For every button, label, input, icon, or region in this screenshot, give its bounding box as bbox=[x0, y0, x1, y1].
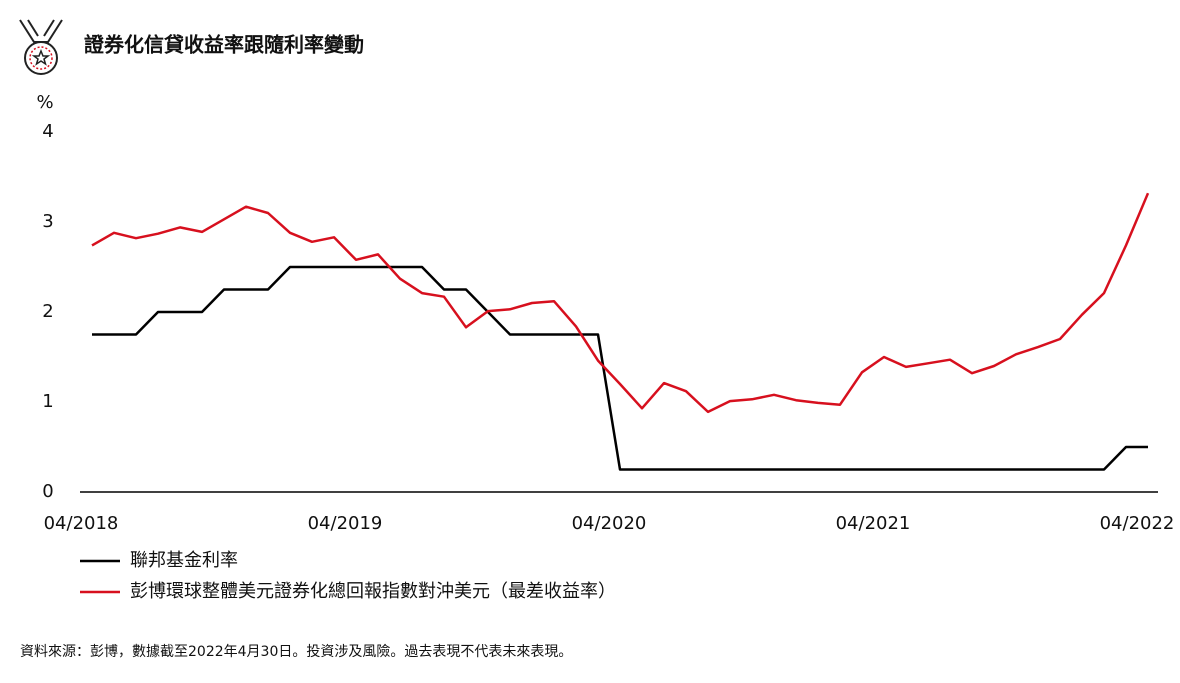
y-tick-label: 1 bbox=[42, 391, 53, 412]
x-tick-label: 04/2021 bbox=[836, 513, 911, 534]
y-tick-label: 2 bbox=[42, 301, 53, 322]
x-tick-label: 04/2018 bbox=[44, 513, 119, 534]
x-tick-label: 04/2019 bbox=[308, 513, 383, 534]
y-tick-label: 0 bbox=[42, 481, 53, 502]
x-tick-label: 04/2022 bbox=[1100, 513, 1175, 534]
medal-icon bbox=[19, 19, 63, 75]
y-axis-label: % bbox=[36, 92, 53, 113]
legend-label: 彭博環球整體美元證券化總回報指數對沖美元（最差收益率） bbox=[130, 581, 616, 602]
chart-title: 證券化信貸收益率跟隨利率變動 bbox=[84, 33, 364, 57]
y-tick-label: 4 bbox=[42, 121, 53, 142]
source-note: 資料來源：彭博，數據截至2022年4月30日。投資涉及風險。過去表現不代表未來表… bbox=[20, 643, 572, 660]
x-tick-label: 04/2020 bbox=[572, 513, 647, 534]
legend-label: 聯邦基金利率 bbox=[130, 550, 238, 571]
data-line bbox=[91, 192, 1150, 414]
y-tick-label: 3 bbox=[42, 211, 53, 232]
data-line bbox=[92, 265, 1148, 471]
